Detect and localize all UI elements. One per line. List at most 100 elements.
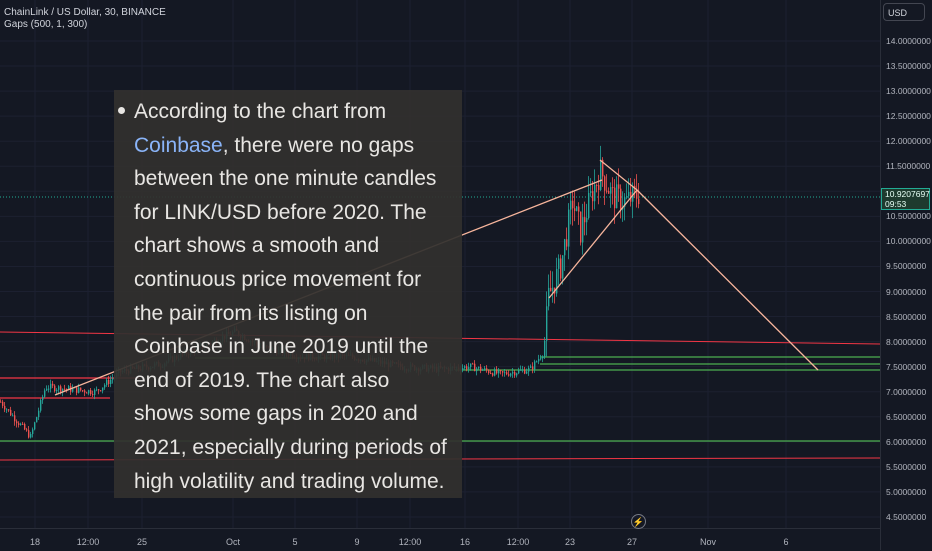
candle-body [496,369,498,374]
candle-body [8,409,10,411]
candle-body [30,434,32,438]
candle-body [88,390,90,394]
candle-body [94,389,96,395]
candle-body [462,368,464,371]
symbol-title[interactable]: ChainLink / US Dollar, 30, BINANCE [4,7,166,18]
candle-body [502,371,504,373]
candle-body [64,388,66,390]
candle-body [492,373,494,376]
price-label: 10.5000000 [886,211,931,222]
candle-body [474,363,476,372]
candle-body [564,239,566,256]
time-axis[interactable]: 18 12:00 25 Oct 5 9 12:00 16 12:00 23 27 Nov 6 [0,528,880,551]
bullet-icon [118,107,125,114]
candle-body [596,184,598,186]
candle-body [62,388,64,392]
candle-body [46,388,48,391]
candle-body [34,422,36,430]
candle-body [604,176,606,191]
candle-body [36,417,38,423]
candle-body [468,367,470,370]
candle-body [602,159,604,177]
candle-body [472,363,474,365]
lightning-icon[interactable]: ⚡ [631,514,646,529]
candle-body [620,188,622,210]
candle-body [494,369,496,376]
candle-body [102,387,104,391]
candle-body [18,423,20,426]
time-label: 25 [136,537,148,547]
price-label: 4.5000000 [886,511,927,522]
candle-body [50,383,52,389]
candle-body [28,430,30,438]
candle-body [600,159,602,190]
candle-body [612,187,614,189]
candle-body [86,392,88,394]
candle-body [96,389,98,391]
candle-body [84,390,86,393]
candle-body [6,409,8,411]
candle-body [556,268,558,294]
time-label: Oct [225,537,241,547]
candle-body [588,192,590,219]
price-label: 7.0000000 [886,386,927,397]
candle-body [0,401,2,403]
candle-body [38,410,40,418]
overlay-text: According to the chart from Coinbase, th… [134,95,452,498]
candle-body [582,217,584,243]
candle-body [66,388,68,390]
candle-body [584,217,586,223]
candle-body [112,378,114,380]
candle-body [636,188,638,199]
candle-body [572,200,574,209]
candle-body [634,185,636,189]
candle-body [500,370,502,372]
candle-body [552,287,554,292]
candle-body [592,191,594,202]
current-price-badge: 10.9207697 09:53 [881,188,930,210]
time-label: 23 [564,537,576,547]
time-label: 16 [459,537,471,547]
candle-body [548,287,550,307]
candle-body [26,429,28,431]
candle-body [540,358,542,360]
candle-body [58,386,60,390]
candle-body [24,423,26,430]
candle-body [504,372,506,374]
candle-body [48,388,50,390]
candle-body [14,415,16,422]
candle-body [518,370,520,374]
candle-body [534,361,536,370]
time-label: 27 [626,537,638,547]
candle-body [42,396,44,401]
candle-body [614,187,616,209]
candle-body [578,206,580,212]
candle-body [538,358,540,362]
candle-body [590,191,592,193]
candle-body [478,366,480,369]
currency-button[interactable]: USD [883,3,925,21]
candle-body [628,191,630,197]
time-label: 5 [292,537,298,547]
time-label: 6 [783,537,789,547]
candle-body [44,390,46,397]
candle-body [484,368,486,370]
candle-body [632,185,634,202]
candle-body [560,258,562,279]
candle-body [610,187,612,194]
trend-line [599,159,638,191]
candle-body [528,367,530,372]
candle-body [52,383,54,386]
overlay-text-end: , there were no gaps between the one min… [134,133,447,493]
price-scale[interactable] [880,0,932,550]
price-label: 10.0000000 [886,236,931,247]
coinbase-link[interactable]: Coinbase [134,133,223,157]
candle-body [530,366,532,368]
price-label: 13.0000000 [886,86,931,97]
candle-body [624,197,626,207]
indicator-legend[interactable]: Gaps (500, 1, 300) [4,19,88,30]
candle-body [606,190,608,192]
candle-body [616,184,618,209]
candle-body [536,361,538,363]
candle-body [566,239,568,247]
